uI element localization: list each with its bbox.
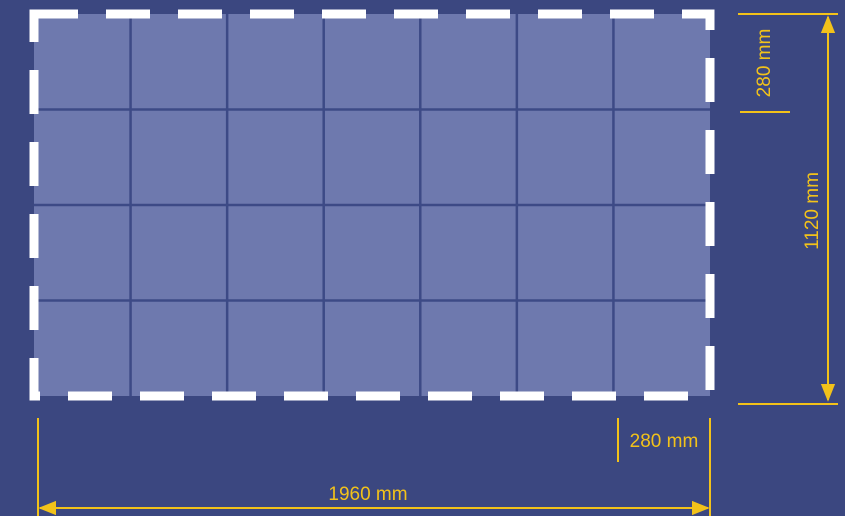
tile-grid: [34, 14, 710, 396]
width-total-label: 1960 mm: [328, 484, 407, 505]
tile-width-label: 280 mm: [630, 431, 699, 452]
tile-height-label: 280 mm: [754, 29, 775, 98]
height-total-label: 1120 mm: [802, 172, 823, 250]
tile-height-dimension: 280 mm: [740, 13, 790, 113]
tile-width-dimension: 280 mm: [617, 418, 711, 462]
height-dimension: 1120 mm: [738, 13, 838, 405]
dashed-border: [29, 9, 715, 401]
width-dimension: 1960 mm: [37, 418, 711, 516]
